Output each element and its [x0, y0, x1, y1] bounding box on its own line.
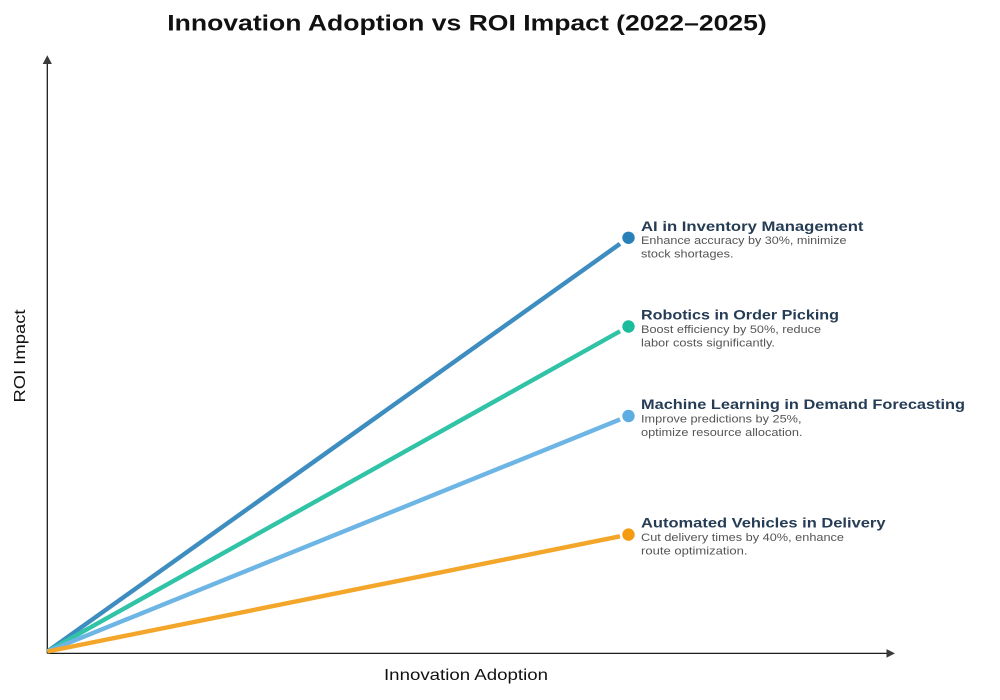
svg-text:Automated Vehicles in Delivery: Automated Vehicles in Delivery — [641, 515, 886, 531]
svg-text:AI in Inventory Management: AI in Inventory Management — [641, 218, 864, 234]
svg-text:stock shortages.: stock shortages. — [641, 249, 734, 261]
svg-text:Boost efficiency by 50%, reduc: Boost efficiency by 50%, reduce — [641, 324, 821, 336]
svg-text:optimize resource allocation.: optimize resource allocation. — [641, 427, 803, 439]
svg-text:Innovation Adoption vs ROI Imp: Innovation Adoption vs ROI Impact (2022–… — [167, 11, 767, 36]
svg-text:ROI Impact: ROI Impact — [12, 309, 29, 403]
svg-text:Improve predictions by 25%,: Improve predictions by 25%, — [641, 413, 802, 425]
svg-text:Machine Learning in Demand For: Machine Learning in Demand Forecasting — [641, 396, 965, 412]
svg-text:labor costs significantly.: labor costs significantly. — [641, 337, 775, 349]
svg-text:Robotics in Order Picking: Robotics in Order Picking — [641, 307, 839, 323]
svg-text:Enhance accuracy by 30%, minim: Enhance accuracy by 30%, minimize — [641, 235, 847, 247]
svg-text:Innovation Adoption: Innovation Adoption — [384, 667, 548, 684]
svg-text:route optimization.: route optimization. — [641, 546, 748, 558]
svg-text:Cut delivery times by 40%, enh: Cut delivery times by 40%, enhance — [641, 532, 844, 544]
